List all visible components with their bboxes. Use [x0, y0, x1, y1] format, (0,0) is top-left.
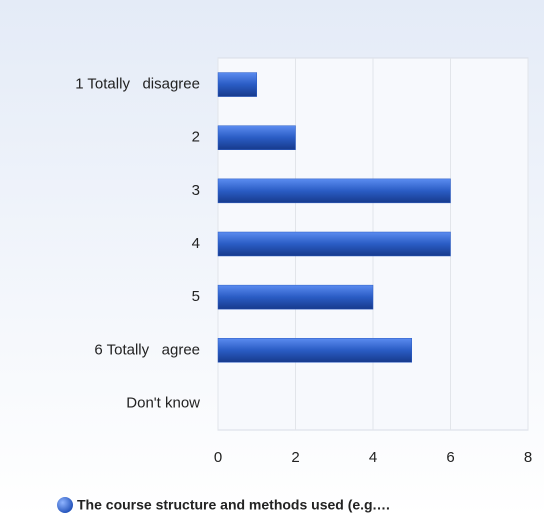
legend-marker [57, 497, 73, 513]
bar [217, 72, 257, 97]
y-tick-label: 2 [192, 129, 200, 146]
bar [217, 338, 412, 363]
legend-label: The course structure and methods used (e… [77, 497, 391, 513]
y-tick-label: 6 Totally agree [94, 341, 200, 358]
y-tick-label: 4 [192, 235, 200, 252]
bar [217, 284, 374, 310]
x-tick-label: 4 [369, 449, 377, 466]
y-tick-label: 5 [192, 288, 200, 305]
x-tick-label: 8 [524, 449, 532, 466]
bar [217, 231, 451, 257]
bar [217, 125, 296, 150]
x-tick-label: 2 [291, 449, 299, 466]
x-tick-label: 0 [214, 449, 222, 466]
bar [217, 178, 451, 204]
x-tick-label: 6 [446, 449, 454, 466]
y-tick-label: 1 Totally disagree [75, 76, 200, 93]
y-tick-label: 3 [192, 182, 200, 199]
y-tick-label: Don't know [126, 394, 200, 411]
